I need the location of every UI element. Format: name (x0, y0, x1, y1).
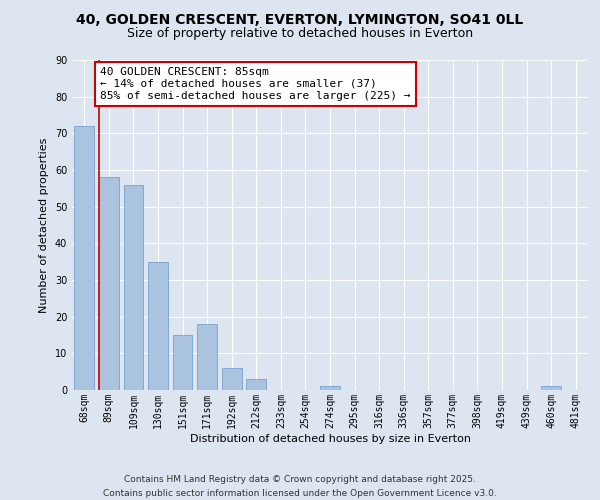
Text: Size of property relative to detached houses in Everton: Size of property relative to detached ho… (127, 28, 473, 40)
Bar (99, 178, 119, 390)
Bar (320, 386, 340, 390)
Bar (173, 335, 193, 390)
Bar (124, 184, 143, 390)
Bar (148, 262, 168, 390)
Text: 40, GOLDEN CRESCENT, EVERTON, LYMINGTON, SO41 0LL: 40, GOLDEN CRESCENT, EVERTON, LYMINGTON,… (76, 12, 524, 26)
Bar (222, 368, 242, 390)
Bar (74, 126, 94, 390)
Text: Contains HM Land Registry data © Crown copyright and database right 2025.
Contai: Contains HM Land Registry data © Crown c… (103, 476, 497, 498)
Bar (247, 379, 266, 390)
Bar (197, 324, 217, 390)
Text: 40 GOLDEN CRESCENT: 85sqm
← 14% of detached houses are smaller (37)
85% of semi-: 40 GOLDEN CRESCENT: 85sqm ← 14% of detac… (100, 68, 411, 100)
X-axis label: Distribution of detached houses by size in Everton: Distribution of detached houses by size … (190, 434, 470, 444)
Y-axis label: Number of detached properties: Number of detached properties (39, 138, 49, 312)
Bar (541, 386, 561, 390)
